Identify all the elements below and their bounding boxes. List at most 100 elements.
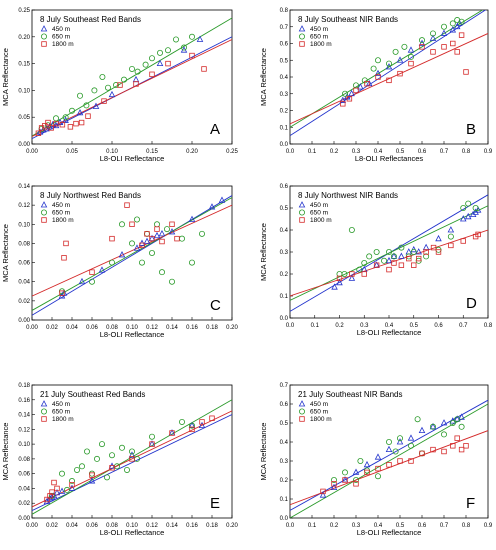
data-point [92, 102, 100, 109]
data-point [144, 231, 150, 237]
data-point [385, 445, 393, 453]
data-point [198, 230, 205, 237]
data-point [168, 228, 176, 235]
data-point [159, 238, 165, 245]
data-point [178, 418, 185, 425]
x-tick-label: 0.3 [352, 523, 361, 529]
x-tick-label: 0.20 [226, 325, 238, 331]
y-tick-label: 0.06 [18, 261, 30, 267]
x-tick-label: 0.2 [335, 323, 344, 329]
data-point [453, 415, 461, 422]
y-tick-label: 0.2 [280, 109, 289, 115]
data-point [353, 481, 359, 487]
data-point [430, 446, 436, 453]
data-point [153, 221, 160, 228]
legend-marker [298, 209, 305, 216]
legend-marker [299, 217, 305, 223]
data-point [62, 114, 69, 121]
data-point [407, 442, 414, 449]
data-point [69, 107, 76, 114]
y-tick-label: 0.5 [280, 206, 289, 212]
y-tick-label: 0.04 [18, 486, 30, 492]
data-point [83, 102, 90, 109]
panel-letter: F [466, 495, 475, 512]
chart-title: 8 July Southeast NIR Bands [298, 15, 398, 24]
data-point [339, 96, 347, 103]
data-point [406, 255, 412, 262]
data-point [414, 416, 421, 423]
x-tick-label: 0.00 [26, 149, 38, 155]
data-point [440, 419, 448, 426]
data-point [148, 55, 155, 62]
x-tick-label: 0.0 [286, 323, 295, 329]
data-point [375, 74, 381, 80]
x-tick-label: 0.18 [206, 523, 218, 529]
x-tick-label: 0.8 [462, 523, 471, 529]
data-point [330, 483, 338, 491]
chart-panel-f: 0.0 0.1 0.2 0.3 0.4 0.5 0.6 0.7 0.8 0.9 0.0 0.1 0.2 0… [259, 383, 493, 537]
x-tick-label: 0.5 [396, 149, 405, 155]
legend-marker [298, 33, 305, 40]
data-point [340, 101, 346, 107]
data-point [143, 237, 151, 244]
data-point [189, 52, 195, 59]
y-tick-label: 0.00 [18, 516, 30, 522]
chart-title: 21 July Southeast NIR Bands [298, 390, 403, 399]
data-point [460, 204, 467, 211]
legend-label: 450 m [310, 202, 328, 209]
data-point [149, 71, 155, 78]
x-tick-label: 0.7 [440, 149, 449, 155]
x-axis-label: L8-OLI Reflectance [357, 528, 422, 537]
x-tick-label: 0.10 [126, 325, 138, 331]
x-tick-label: 0.08 [106, 325, 118, 331]
x-tick-label: 0.25 [226, 149, 238, 155]
data-point [94, 455, 101, 462]
data-point [386, 266, 392, 273]
data-point [331, 481, 337, 487]
y-tick-label: 0.0 [280, 142, 289, 148]
data-point [353, 87, 359, 94]
data-point [79, 463, 86, 470]
data-point [59, 122, 66, 128]
data-point [320, 488, 326, 495]
x-tick-label: 0.0 [286, 523, 295, 529]
x-tick-label: 0.14 [166, 325, 178, 331]
data-point [109, 235, 115, 242]
data-point [69, 478, 76, 485]
y-tick-label: 0.12 [18, 427, 30, 433]
x-axis-label: L8-OLI Reflectance [100, 330, 165, 339]
data-point [108, 90, 116, 98]
data-point [374, 57, 381, 64]
x-tick-label: 0.5 [396, 523, 405, 529]
y-tick-label: 0.18 [18, 383, 30, 389]
x-tick-label: 0.00 [26, 325, 38, 331]
x-tick-label: 0.0 [286, 149, 295, 155]
data-point [458, 18, 465, 25]
data-point [78, 119, 85, 126]
data-point [49, 489, 55, 495]
data-point [132, 75, 140, 83]
data-point [119, 444, 126, 451]
data-point [69, 482, 75, 488]
fit-line [290, 430, 488, 506]
legend-label: 450 m [52, 401, 70, 408]
data-point [429, 422, 437, 430]
data-point [74, 466, 81, 473]
data-point [117, 82, 123, 88]
y-tick-label: 0.5 [280, 58, 289, 64]
y-tick-label: 0.6 [280, 402, 289, 408]
data-point [357, 457, 364, 464]
y-tick-label: 0.06 [18, 472, 30, 478]
x-tick-label: 0.9 [484, 149, 493, 155]
data-point [118, 251, 126, 258]
fit-line [32, 17, 232, 137]
data-point [35, 130, 42, 136]
data-point [336, 278, 343, 286]
data-point [396, 435, 403, 442]
data-point [465, 200, 472, 207]
data-point [91, 87, 98, 94]
legend-label: 450 m [52, 202, 70, 209]
data-point [148, 433, 155, 440]
data-point [385, 60, 392, 67]
